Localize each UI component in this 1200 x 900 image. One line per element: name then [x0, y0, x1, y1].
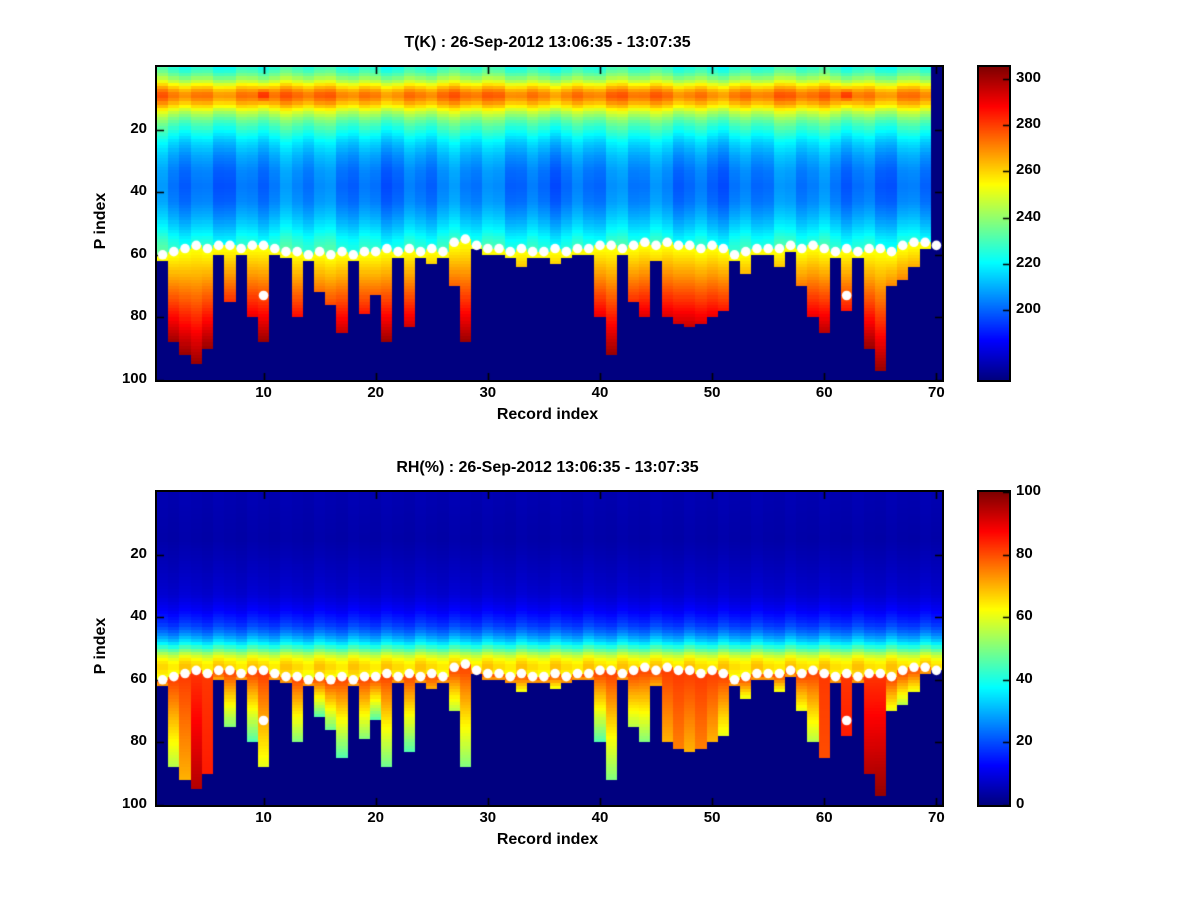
colorbar-tick-label: 280 — [1016, 114, 1042, 132]
x-tick-label: 10 — [255, 809, 272, 826]
y-tick-label: 60 — [130, 244, 147, 262]
temperature-plot-area — [155, 65, 944, 382]
x-tick-label: 50 — [703, 384, 721, 401]
y-tick-label: 100 — [121, 795, 147, 812]
colorbar-tick-label: 60 — [1016, 607, 1033, 625]
humidity-colorbar-canvas — [979, 492, 1009, 805]
x-axis-label: Record index — [496, 831, 599, 848]
x-tick-label: 10 — [255, 384, 272, 401]
colorbar-tick-label: 200 — [1016, 300, 1042, 318]
y-tick-label: 100 — [121, 370, 147, 387]
y-tick-label: 80 — [130, 307, 147, 325]
x-tick-label: 60 — [815, 809, 833, 826]
x-tick-label: 70 — [928, 384, 945, 401]
x-tick-label: 20 — [367, 809, 385, 826]
y-axis-label: P index — [92, 192, 109, 250]
humidity-heatmap-canvas — [157, 492, 942, 805]
x-tick-label: 60 — [815, 384, 833, 401]
colorbar-tick-label: 260 — [1016, 161, 1042, 179]
y-tick-label: 40 — [130, 182, 147, 200]
y-tick-label: 80 — [130, 732, 147, 750]
colorbar-tick-label: 100 — [1016, 482, 1042, 499]
x-tick-label: 70 — [928, 809, 945, 826]
humidity-chart: RH(%) : 26-Sep-2012 13:06:35 - 13:07:35 … — [0, 425, 1200, 900]
x-axis-label: Record index — [496, 406, 599, 423]
temperature-heatmap-canvas — [157, 67, 942, 380]
x-tick-label: 40 — [591, 384, 609, 401]
colorbar-tick-label: 0 — [1016, 795, 1025, 812]
x-tick-label: 30 — [479, 384, 497, 401]
colorbar-tick-label: 220 — [1016, 254, 1042, 272]
colorbar-tick-label: 300 — [1016, 68, 1042, 86]
temperature-chart: T(K) : 26-Sep-2012 13:06:35 - 13:07:35 P… — [92, 34, 1042, 423]
x-tick-label: 20 — [367, 384, 385, 401]
humidity-plot-area — [155, 490, 944, 807]
x-tick-label: 50 — [703, 809, 721, 826]
chart-title: T(K) : 26-Sep-2012 13:06:35 - 13:07:35 — [404, 34, 691, 51]
y-tick-label: 20 — [130, 119, 147, 137]
y-tick-label: 60 — [130, 669, 147, 687]
x-tick-label: 40 — [591, 809, 609, 826]
colorbar-tick-label: 80 — [1016, 544, 1033, 562]
humidity-colorbar — [977, 490, 1011, 807]
colorbar-tick-label: 20 — [1016, 732, 1033, 750]
x-tick-label: 30 — [479, 809, 497, 826]
y-tick-label: 20 — [130, 544, 147, 562]
colorbar-tick-label: 240 — [1016, 207, 1042, 225]
colorbar-tick-label: 40 — [1016, 669, 1033, 687]
temperature-colorbar-canvas — [979, 67, 1009, 380]
chart-title: RH(%) : 26-Sep-2012 13:06:35 - 13:07:35 — [396, 459, 699, 476]
y-tick-label: 40 — [130, 607, 147, 625]
temperature-colorbar — [977, 65, 1011, 382]
y-axis-label: P index — [92, 617, 109, 675]
